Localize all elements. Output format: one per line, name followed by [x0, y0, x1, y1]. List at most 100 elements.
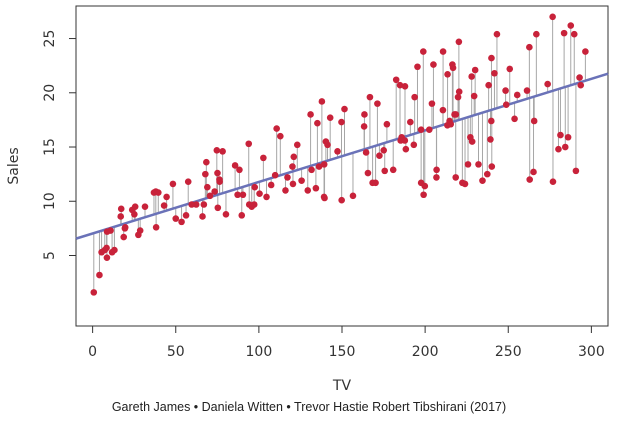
data-point: [200, 201, 208, 208]
data-point: [271, 171, 279, 179]
data-point: [298, 177, 305, 184]
data-point: [214, 169, 221, 177]
data-point: [410, 141, 418, 149]
data-point: [526, 43, 533, 51]
y-tick-label: 20: [42, 84, 58, 102]
data-point: [184, 178, 192, 186]
data-point: [318, 98, 326, 105]
data-point: [121, 223, 129, 231]
data-point: [461, 180, 469, 188]
data-point: [513, 91, 521, 99]
data-point: [576, 74, 583, 81]
data-point: [488, 163, 496, 170]
data-point: [455, 88, 463, 95]
data-point: [273, 125, 280, 132]
data-point: [154, 189, 162, 196]
data-point: [364, 169, 372, 177]
data-point: [506, 65, 514, 73]
data-point: [361, 111, 368, 118]
data-point: [464, 161, 472, 168]
data-point: [117, 205, 125, 213]
data-point: [103, 244, 110, 252]
data-point: [449, 64, 457, 72]
data-point: [560, 29, 568, 37]
data-point: [152, 223, 160, 231]
data-point: [315, 163, 323, 170]
data-point: [211, 188, 218, 195]
data-point: [475, 161, 482, 168]
data-point: [401, 137, 409, 144]
data-point: [214, 204, 222, 212]
data-point: [324, 141, 331, 149]
data-point: [341, 105, 348, 113]
y-tick-label: 15: [42, 138, 58, 156]
data-point: [444, 71, 451, 78]
data-point: [511, 115, 518, 123]
data-point: [455, 38, 463, 46]
data-point: [96, 271, 103, 279]
data-point: [182, 212, 190, 219]
x-axis-title: TV: [332, 378, 352, 394]
data-point: [577, 81, 585, 89]
data-point: [111, 246, 118, 254]
data-point: [417, 126, 425, 133]
data-point: [231, 162, 239, 169]
data-point: [250, 201, 258, 208]
scatter-plot: 0 50 100 150 200 250 300 5 10 15 20 25 TV Sales: [6, 5, 609, 394]
data-point: [239, 191, 247, 199]
data-point: [567, 22, 575, 29]
data-point: [428, 100, 436, 107]
x-tick-label: 300: [578, 344, 605, 360]
data-point: [502, 87, 509, 94]
data-point: [277, 132, 284, 140]
data-point: [178, 218, 185, 226]
data-point: [488, 54, 495, 62]
data-point: [374, 100, 381, 107]
data-point: [204, 183, 211, 191]
x-tick-label: 100: [246, 344, 273, 360]
data-point: [376, 152, 383, 159]
data-point: [487, 136, 494, 143]
data-point: [411, 93, 418, 101]
data-point: [479, 177, 486, 184]
data-point: [256, 190, 263, 197]
data-point: [570, 30, 578, 38]
data-point: [491, 69, 498, 77]
data-point: [131, 210, 138, 218]
data-point: [484, 170, 491, 178]
data-point: [530, 168, 537, 176]
data-point: [362, 149, 370, 156]
data-point: [452, 174, 460, 181]
data-point: [107, 227, 114, 234]
data-point: [199, 213, 206, 220]
data-point: [304, 187, 312, 194]
data-point: [141, 203, 149, 210]
data-point: [452, 111, 460, 118]
data-point: [320, 161, 328, 168]
data-point: [213, 146, 221, 154]
data-point: [372, 179, 379, 187]
x-tick-label: 250: [495, 344, 522, 360]
data-point: [216, 178, 223, 186]
data-point: [222, 210, 230, 218]
data-point: [206, 192, 214, 200]
data-point: [293, 141, 301, 149]
data-point: [433, 166, 440, 174]
data-point: [238, 212, 246, 219]
data-point: [219, 148, 226, 155]
data-point: [502, 101, 510, 109]
data-point: [381, 167, 389, 175]
data-point: [420, 191, 427, 199]
x-tick-label: 150: [329, 344, 356, 360]
data-point: [321, 194, 328, 202]
data-point: [425, 126, 433, 133]
data-point: [487, 117, 495, 125]
data-point: [468, 138, 476, 145]
data-point: [289, 180, 297, 188]
y-axis-title: Sales: [6, 147, 22, 184]
data-point: [447, 120, 455, 128]
data-point: [308, 166, 315, 174]
data-point: [439, 48, 447, 55]
data-point: [131, 203, 139, 210]
data-point: [172, 215, 180, 222]
